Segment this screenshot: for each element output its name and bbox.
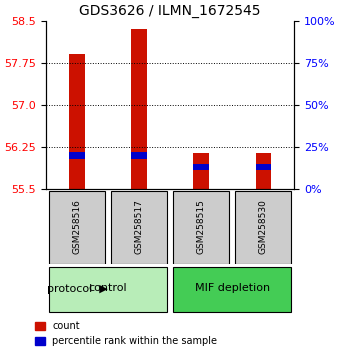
Bar [256,164,271,170]
Text: control: control [89,283,127,293]
FancyBboxPatch shape [111,191,167,264]
FancyBboxPatch shape [173,191,229,264]
Legend: count, percentile rank within the sample: count, percentile rank within the sample [32,319,220,349]
Bar [193,164,209,170]
Bar [69,152,85,159]
Text: GSM258530: GSM258530 [259,199,268,254]
FancyBboxPatch shape [49,191,105,264]
Bar [69,55,85,189]
Text: GSM258515: GSM258515 [197,199,206,254]
Text: GSM258516: GSM258516 [72,199,81,254]
Bar [131,29,147,189]
Bar [256,153,271,189]
Text: protocol  ▶: protocol ▶ [47,284,108,294]
Title: GDS3626 / ILMN_1672545: GDS3626 / ILMN_1672545 [79,4,261,18]
FancyBboxPatch shape [235,191,291,264]
Text: GSM258517: GSM258517 [135,199,143,254]
Text: MIF depletion: MIF depletion [195,283,270,293]
Bar [193,153,209,189]
FancyBboxPatch shape [49,267,167,312]
Bar [131,152,147,159]
FancyBboxPatch shape [173,267,291,312]
